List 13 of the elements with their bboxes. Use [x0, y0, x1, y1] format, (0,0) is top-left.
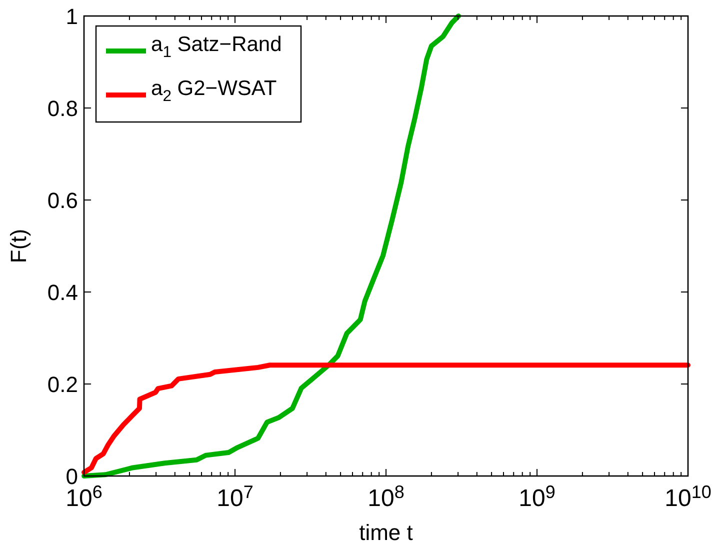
legend-label: a$_{1}$ Satz−Rand — [151, 33, 282, 61]
x-tick-label: 10$^{10}$ — [664, 482, 712, 512]
y-tick-label: 1 — [66, 4, 78, 29]
x-axis-title: time t — [359, 520, 413, 543]
x-tick-label: 10$^{9}$ — [518, 482, 556, 512]
y-tick-label: 0.4 — [47, 280, 78, 305]
x-tick-label: 10$^{7}$ — [216, 482, 254, 512]
y-tick-label: 0.6 — [47, 188, 78, 213]
x-tick-label: 10$^{8}$ — [368, 482, 404, 512]
y-tick-label: 0.8 — [47, 96, 78, 121]
y-axis-title: F(t) — [6, 228, 31, 264]
legend-label: a$_{2}$ G2−WSAT — [151, 77, 277, 105]
y-tick-label: 0.2 — [47, 372, 78, 397]
